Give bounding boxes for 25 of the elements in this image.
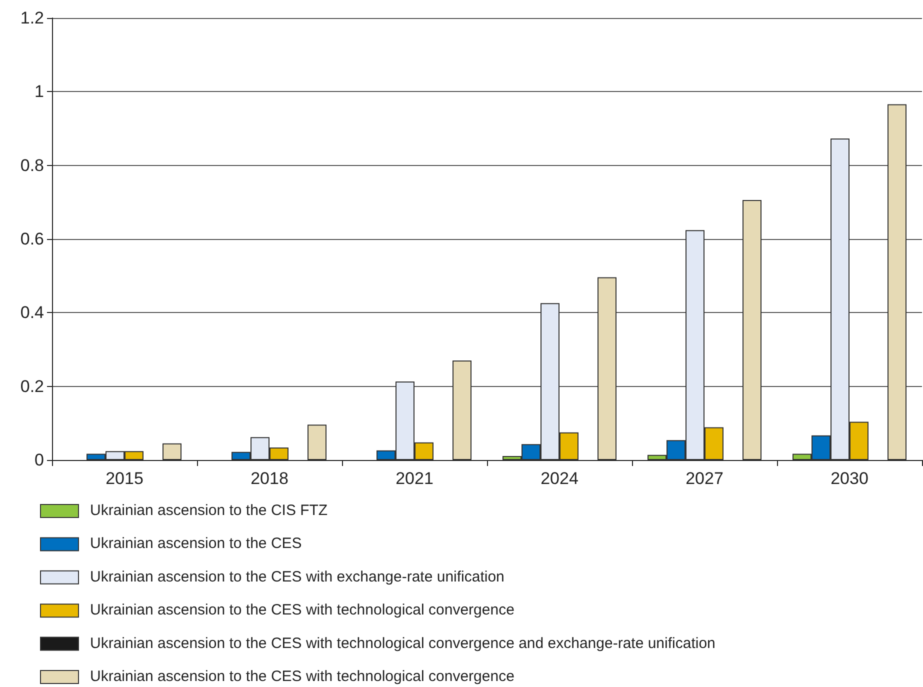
bar — [598, 277, 616, 460]
y-tick-label: 0.4 — [20, 303, 44, 322]
y-tick-label: 0.2 — [20, 376, 44, 396]
bar — [162, 443, 182, 460]
x-tick-label: 2024 — [540, 469, 578, 488]
bar — [742, 200, 762, 460]
legend-label: Ukrainian ascension to the CES with technological convergence — [90, 602, 514, 619]
legend-label: Ukrainian ascension to the CIS FTZ — [90, 502, 328, 519]
y-tick-label: 0.6 — [20, 230, 44, 248]
y-tick-label: 1.2 — [20, 8, 44, 28]
legend-label: Ukrainian ascension to the CES with exchange-rate unification — [90, 568, 504, 586]
bar — [308, 424, 326, 460]
legend-label: Ukrainian ascension to the CES with technological convergence and exchange-rate unification — [90, 634, 716, 652]
legend-label: Ukrainian ascension to the CES — [90, 535, 302, 552]
y-tick-label: 1 — [34, 82, 44, 102]
x-tick-label: 2030 — [830, 469, 868, 488]
x-tick-label: 2015 — [106, 469, 144, 488]
x-tick-label: 2021 — [396, 469, 434, 488]
x-tick-label: 2027 — [686, 469, 724, 488]
y-tick-label: 0 — [34, 450, 44, 470]
bar — [888, 104, 906, 460]
bar — [452, 360, 472, 460]
y-tick-label: 0.8 — [20, 156, 44, 175]
legend-label: Ukrainian ascension to the CES with technological convergence — [90, 668, 514, 685]
x-tick-label: 2018 — [250, 469, 288, 488]
